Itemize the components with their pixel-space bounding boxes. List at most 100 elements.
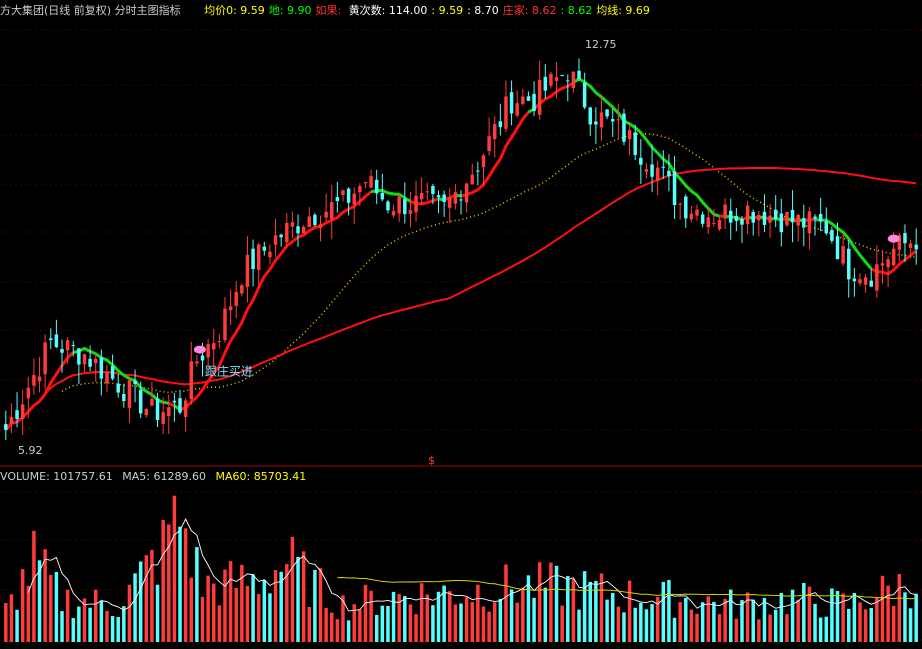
volume-bar bbox=[639, 602, 643, 642]
candle-body bbox=[15, 410, 19, 419]
volume-bar bbox=[391, 591, 396, 642]
candle-body bbox=[240, 285, 244, 294]
candle-body bbox=[768, 215, 772, 223]
volume-bar bbox=[380, 605, 385, 642]
candle-body bbox=[318, 224, 323, 228]
volume-bar bbox=[880, 575, 885, 642]
volume-bar bbox=[661, 581, 666, 642]
candle-body bbox=[178, 398, 182, 413]
volume-bar bbox=[150, 549, 154, 642]
candle-body bbox=[661, 166, 666, 168]
candle-body bbox=[110, 366, 115, 379]
volume-bar bbox=[436, 591, 441, 642]
candle-body bbox=[684, 196, 688, 219]
candle-body bbox=[875, 264, 879, 291]
volume-bar bbox=[476, 584, 480, 642]
volume-bar bbox=[487, 611, 491, 642]
candle-body bbox=[386, 201, 390, 211]
volume-bar bbox=[521, 587, 525, 642]
volume-bar bbox=[335, 619, 340, 642]
volume-ma-lines bbox=[27, 518, 917, 612]
volume-bar bbox=[256, 594, 261, 642]
volume-bar bbox=[492, 602, 497, 642]
candle-body bbox=[515, 103, 519, 116]
candle-body bbox=[852, 278, 857, 282]
volume-value: 101757.61 bbox=[53, 470, 113, 483]
volume-bar bbox=[60, 611, 64, 642]
volume-bar bbox=[790, 589, 795, 642]
volume-bar bbox=[71, 618, 75, 642]
volume-bar bbox=[49, 574, 53, 642]
volume-bar bbox=[234, 587, 238, 642]
candle-body bbox=[330, 202, 334, 219]
candle-body bbox=[897, 235, 902, 250]
candle-body bbox=[290, 222, 295, 227]
candle-body bbox=[863, 277, 868, 285]
candle-body bbox=[549, 73, 553, 86]
volume-bar bbox=[605, 599, 609, 642]
volume-bar bbox=[796, 599, 800, 642]
candle-body bbox=[802, 218, 806, 228]
candle-body bbox=[245, 254, 250, 287]
candle-body bbox=[526, 96, 531, 101]
candle-body bbox=[256, 244, 261, 270]
volume-bar bbox=[633, 607, 637, 642]
chart-header: 方大集团(日线 前复权) 分时主图指标 均价0: 9.59 地: 9.90 如果: … bbox=[0, 3, 654, 19]
candle-body bbox=[594, 121, 598, 125]
candle-body bbox=[470, 174, 474, 185]
volume-bar bbox=[99, 600, 104, 642]
candle-body bbox=[717, 219, 722, 230]
candle-body bbox=[43, 342, 47, 375]
trend-line-segment bbox=[870, 249, 918, 276]
candle-body bbox=[206, 344, 210, 358]
price-ma-lines bbox=[4, 76, 918, 431]
volume-bar bbox=[903, 592, 907, 642]
volume-bar bbox=[622, 612, 626, 642]
volume-bar bbox=[459, 603, 463, 642]
candle-body bbox=[886, 259, 890, 268]
signal-icon bbox=[887, 234, 900, 243]
candle-body bbox=[324, 211, 328, 218]
volume-header: VOLUME: 101757.61 MA5: 61289.60 MA60: 85… bbox=[0, 469, 306, 485]
volume-bar bbox=[285, 564, 289, 642]
candle-body bbox=[414, 195, 418, 213]
volume-bar bbox=[167, 524, 171, 642]
candle-body bbox=[122, 393, 126, 402]
volume-bar bbox=[296, 557, 300, 642]
trend-line-segment bbox=[72, 346, 169, 405]
candle-body bbox=[307, 216, 312, 228]
candle-body bbox=[105, 371, 109, 384]
volume-bar bbox=[279, 571, 283, 642]
volume-bar bbox=[908, 608, 913, 642]
volume-bar bbox=[397, 593, 401, 642]
candle-body bbox=[262, 246, 267, 251]
volume-bar bbox=[560, 605, 564, 642]
volume-bar bbox=[914, 593, 918, 642]
volume-bar bbox=[408, 604, 413, 642]
volume-bar bbox=[301, 551, 306, 642]
candle-body bbox=[155, 398, 160, 421]
candle-body bbox=[672, 171, 677, 206]
trend-line-segment bbox=[179, 190, 373, 411]
volume-bar bbox=[4, 602, 8, 642]
trend-line-segment bbox=[168, 401, 176, 408]
volume-bar bbox=[757, 619, 761, 642]
candle-body bbox=[150, 398, 154, 406]
volume-bar bbox=[858, 602, 862, 642]
volume-bars bbox=[4, 495, 918, 642]
volume-bar bbox=[751, 599, 755, 642]
volume-bar bbox=[155, 584, 160, 642]
volume-bar bbox=[313, 569, 317, 642]
candle-body bbox=[914, 244, 918, 250]
volume-bar bbox=[178, 526, 182, 642]
candle-body bbox=[504, 96, 508, 129]
candle-body bbox=[655, 167, 660, 181]
trend-line-segment bbox=[460, 111, 530, 198]
candle-body bbox=[183, 400, 188, 417]
candle-body bbox=[9, 416, 14, 424]
volume-bar bbox=[161, 519, 165, 642]
volume-bar bbox=[330, 612, 334, 642]
candle-body bbox=[88, 358, 92, 367]
candle-body bbox=[279, 234, 283, 238]
